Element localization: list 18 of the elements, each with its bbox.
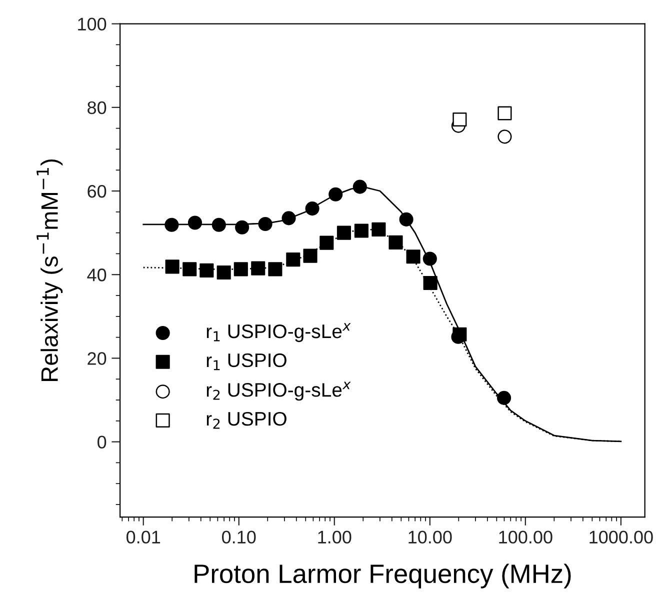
y-tick-label: 100: [78, 18, 106, 31]
y-tick-label: 40: [87, 268, 106, 282]
y-tick-label: 20: [88, 352, 106, 365]
x-tick-label: 1000.00: [590, 530, 653, 544]
x-tick-label: 1.00: [318, 530, 352, 544]
legend-label: r$_{2}$ USPIO: [206, 412, 286, 429]
y-tick-label: 60: [88, 184, 106, 198]
legend-label: r$_{1}$ USPIO: [206, 353, 286, 370]
x-tick-label: 0.10: [222, 530, 256, 544]
y-axis-title: Relaxivity (s$^{−1}$mM$^{−1}$): [36, 159, 63, 381]
y-tick-label: 0: [98, 436, 106, 449]
x-tick-label: 100.00: [499, 530, 552, 544]
x-tick-label: 0.01: [126, 530, 160, 544]
x-tick-label: 10.00: [408, 530, 452, 544]
y-tick-label: 80: [88, 101, 106, 114]
legend-label: r$_{1}$ USPIO-g-sLe$^{x}$: [206, 323, 351, 342]
legend-label: r$_{2}$ USPIO-g-sLe$^{x}$: [206, 382, 351, 401]
x-axis-title: Proton Larmor Frequency (MHz): [194, 564, 571, 588]
